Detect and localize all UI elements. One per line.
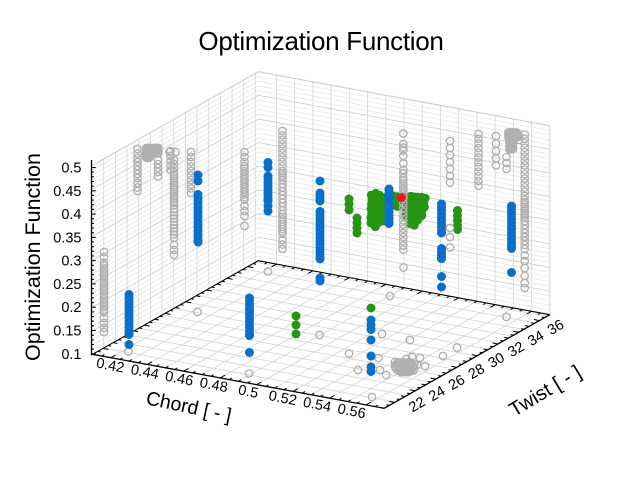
svg-text:Twist [ - ]: Twist [ - ] [505,361,585,421]
svg-text:24: 24 [426,383,448,405]
svg-text:22: 22 [406,394,428,416]
svg-text:0.42: 0.42 [95,356,126,377]
svg-text:0.4: 0.4 [61,207,81,223]
svg-text:28: 28 [466,361,488,383]
svg-text:0.25: 0.25 [53,277,81,293]
svg-text:0.5: 0.5 [61,161,81,177]
svg-text:Optimization Function: Optimization Function [198,26,443,56]
svg-text:36: 36 [545,317,567,339]
svg-text:0.54: 0.54 [302,395,333,416]
svg-text:0.5: 0.5 [237,382,260,402]
svg-text:0.3: 0.3 [61,254,81,270]
svg-text:0.44: 0.44 [129,362,160,383]
svg-text:0.35: 0.35 [53,230,81,246]
svg-text:Optimization Function: Optimization Function [21,153,45,361]
svg-text:0.2: 0.2 [61,300,81,316]
svg-text:0.46: 0.46 [164,369,195,390]
svg-text:0.15: 0.15 [53,324,81,340]
svg-text:34: 34 [525,328,547,350]
svg-text:30: 30 [486,350,508,372]
svg-text:32: 32 [505,339,527,361]
svg-text:0.1: 0.1 [61,347,81,363]
svg-text:0.52: 0.52 [267,388,298,409]
svg-text:26: 26 [446,372,468,394]
svg-text:0.45: 0.45 [53,184,81,200]
svg-text:0.48: 0.48 [198,375,229,396]
svg-text:0.56: 0.56 [336,401,367,422]
